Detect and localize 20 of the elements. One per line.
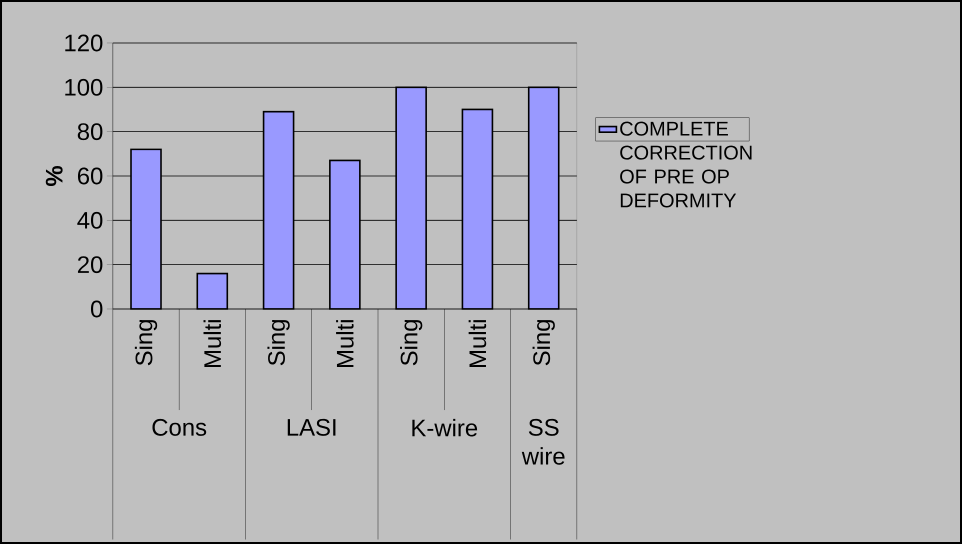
legend-label: COMPLETE CORRECTION OF PRE OP DEFORMITY — [620, 122, 752, 208]
y-tick-label: 80 — [78, 123, 102, 140]
x-tick-label: Multi — [336, 320, 354, 368]
y-tick-label: 100 — [65, 78, 102, 96]
x-tick-label: Multi — [468, 320, 486, 368]
y-axis-title: % — [46, 166, 63, 186]
text: K-wire — [412, 418, 478, 436]
x-tick-label: Sing — [532, 320, 555, 366]
text: LASI — [288, 418, 336, 436]
x-tick-label: Sing — [400, 320, 422, 366]
x-tick-label: Sing — [134, 320, 158, 366]
y-tick-label: 0 — [90, 300, 102, 318]
x-tick-label: Multi — [204, 320, 222, 368]
text: Cons — [152, 418, 206, 436]
y-tick-label: 60 — [78, 168, 102, 184]
y-tick-label: 20 — [78, 256, 102, 274]
x-tick-label: Sing — [267, 320, 290, 366]
y-tick-label: 40 — [77, 212, 102, 229]
y-tick-label: 120 — [65, 34, 102, 52]
text: SS wire — [522, 418, 565, 465]
